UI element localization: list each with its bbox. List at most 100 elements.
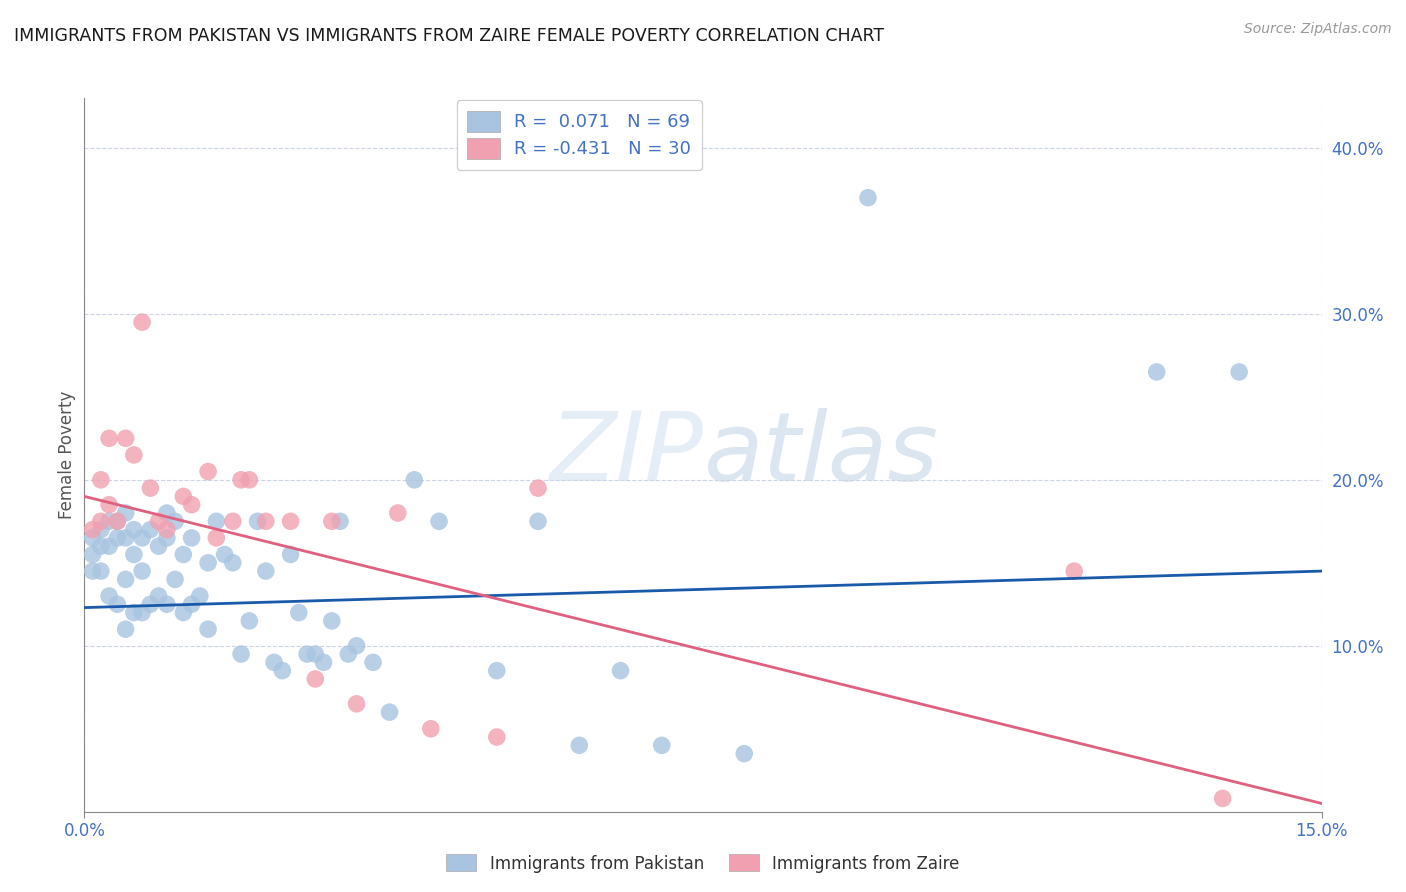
- Legend: Immigrants from Pakistan, Immigrants from Zaire: Immigrants from Pakistan, Immigrants fro…: [440, 847, 966, 880]
- Point: [238, 614, 260, 628]
- Point: [361, 656, 384, 670]
- Point: [378, 705, 401, 719]
- Point: [131, 531, 153, 545]
- Point: [205, 531, 228, 545]
- Point: [527, 481, 550, 495]
- Point: [1146, 365, 1168, 379]
- Point: [733, 747, 755, 761]
- Point: [346, 697, 368, 711]
- Point: [114, 506, 136, 520]
- Point: [1212, 791, 1234, 805]
- Point: [246, 514, 269, 528]
- Point: [404, 473, 426, 487]
- Point: [165, 514, 187, 528]
- Text: IMMIGRANTS FROM PAKISTAN VS IMMIGRANTS FROM ZAIRE FEMALE POVERTY CORRELATION CHA: IMMIGRANTS FROM PAKISTAN VS IMMIGRANTS F…: [14, 27, 884, 45]
- Point: [172, 606, 194, 620]
- Point: [180, 498, 202, 512]
- Point: [131, 606, 153, 620]
- Point: [90, 523, 112, 537]
- Point: [254, 564, 277, 578]
- Point: [214, 548, 236, 562]
- Point: [280, 514, 302, 528]
- Point: [98, 589, 121, 603]
- Point: [105, 597, 128, 611]
- Point: [419, 722, 441, 736]
- Point: [172, 548, 194, 562]
- Point: [568, 739, 591, 753]
- Point: [337, 647, 360, 661]
- Point: [122, 606, 145, 620]
- Point: [131, 564, 153, 578]
- Point: [180, 531, 202, 545]
- Point: [122, 523, 145, 537]
- Point: [271, 664, 294, 678]
- Point: [165, 573, 187, 587]
- Point: [139, 597, 162, 611]
- Point: [90, 514, 112, 528]
- Point: [131, 315, 153, 329]
- Point: [304, 672, 326, 686]
- Point: [122, 548, 145, 562]
- Point: [427, 514, 450, 528]
- Point: [98, 539, 121, 553]
- Point: [1227, 365, 1250, 379]
- Point: [105, 514, 128, 528]
- Point: [82, 564, 104, 578]
- Point: [105, 531, 128, 545]
- Point: [651, 739, 673, 753]
- Point: [114, 531, 136, 545]
- Point: [229, 647, 252, 661]
- Point: [148, 514, 170, 528]
- Legend: R =  0.071   N = 69, R = -0.431   N = 30: R = 0.071 N = 69, R = -0.431 N = 30: [457, 100, 702, 169]
- Point: [98, 431, 121, 445]
- Point: [205, 514, 228, 528]
- Point: [346, 639, 368, 653]
- Text: atlas: atlas: [703, 409, 938, 501]
- Point: [856, 191, 879, 205]
- Point: [90, 564, 112, 578]
- Point: [609, 664, 631, 678]
- Point: [254, 514, 277, 528]
- Point: [114, 573, 136, 587]
- Point: [114, 431, 136, 445]
- Point: [1063, 564, 1085, 578]
- Point: [156, 523, 179, 537]
- Point: [156, 531, 179, 545]
- Point: [139, 481, 162, 495]
- Point: [105, 514, 128, 528]
- Point: [222, 556, 245, 570]
- Point: [90, 539, 112, 553]
- Point: [122, 448, 145, 462]
- Point: [304, 647, 326, 661]
- Point: [312, 656, 335, 670]
- Text: ZIP: ZIP: [550, 409, 703, 501]
- Point: [188, 589, 211, 603]
- Point: [148, 539, 170, 553]
- Point: [238, 473, 260, 487]
- Point: [222, 514, 245, 528]
- Point: [90, 473, 112, 487]
- Point: [321, 514, 343, 528]
- Point: [197, 556, 219, 570]
- Point: [485, 730, 508, 744]
- Point: [156, 597, 179, 611]
- Point: [98, 514, 121, 528]
- Point: [172, 490, 194, 504]
- Point: [82, 548, 104, 562]
- Point: [288, 606, 311, 620]
- Point: [148, 589, 170, 603]
- Point: [485, 664, 508, 678]
- Point: [197, 622, 219, 636]
- Y-axis label: Female Poverty: Female Poverty: [58, 391, 76, 519]
- Point: [180, 597, 202, 611]
- Text: Source: ZipAtlas.com: Source: ZipAtlas.com: [1244, 22, 1392, 37]
- Point: [139, 523, 162, 537]
- Point: [229, 473, 252, 487]
- Point: [82, 531, 104, 545]
- Point: [82, 523, 104, 537]
- Point: [197, 465, 219, 479]
- Point: [387, 506, 409, 520]
- Point: [280, 548, 302, 562]
- Point: [114, 622, 136, 636]
- Point: [321, 614, 343, 628]
